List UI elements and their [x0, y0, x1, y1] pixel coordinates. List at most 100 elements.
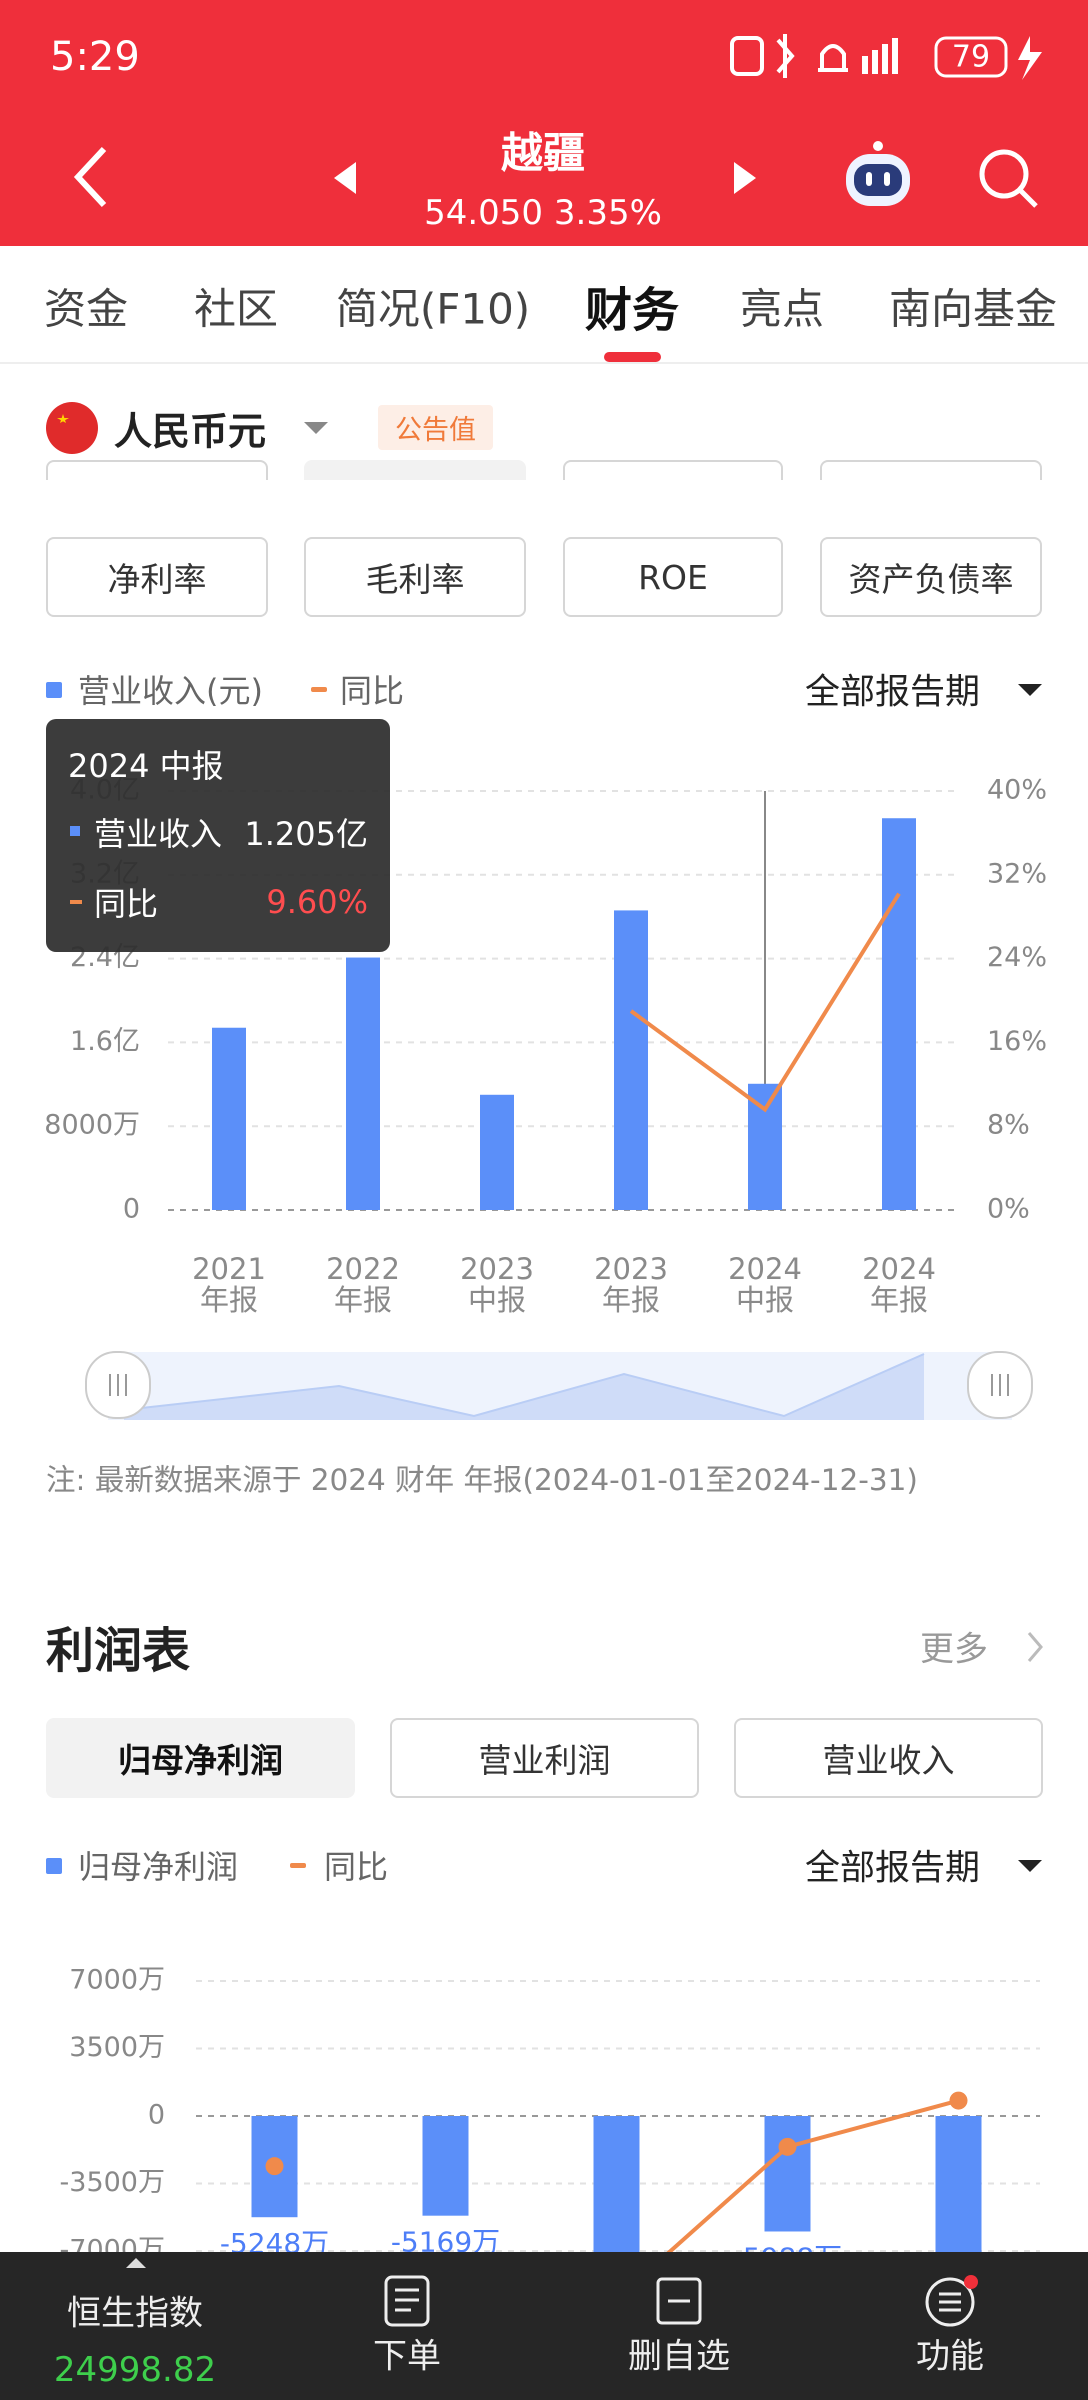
tab[interactable]: 南向基金	[888, 284, 1058, 334]
period-filter[interactable]: 全部报告期	[804, 672, 980, 713]
legend-swatch	[311, 687, 327, 692]
index-name[interactable]: 恒生指数	[67, 2293, 203, 2334]
x-tick-label: 2022 年报	[326, 1252, 400, 1317]
tab[interactable]: 简况(F10)	[335, 284, 531, 334]
y-tick-label: -3500万	[60, 2167, 165, 2198]
metric-button[interactable]: 毛利率	[304, 537, 526, 617]
period-caret[interactable]	[1016, 1858, 1044, 1874]
function-icon[interactable]	[924, 2274, 978, 2328]
tooltip-title: 2024 中报	[68, 747, 224, 785]
y2-tick-label: 32%	[987, 858, 1047, 889]
data-note: 注: 最新数据来源于 2024 财年 年报(2024-01-01至2024-12…	[46, 1463, 918, 1497]
period-filter[interactable]: 全部报告期	[804, 1848, 980, 1889]
order-icon[interactable]	[383, 2274, 431, 2328]
x-tick-label: 2024 年报	[862, 1252, 936, 1317]
legend-label[interactable]: 营业收入(元)	[78, 672, 263, 710]
profit-tab[interactable]: 归母净利润	[46, 1718, 355, 1798]
bar	[935, 2116, 982, 2267]
status-time: 5:29	[50, 34, 140, 80]
legend-label[interactable]: 同比	[324, 1848, 389, 1886]
tab[interactable]: 资金	[43, 284, 129, 334]
y-tick-label: 3500万	[69, 2032, 165, 2063]
tab[interactable]: 财务	[585, 283, 679, 339]
more-chevron[interactable]	[1026, 1630, 1044, 1664]
tooltip-value: 9.60%	[266, 883, 368, 921]
tab[interactable]: 亮点	[739, 284, 825, 334]
line-point	[778, 2137, 797, 2156]
tab-indicator	[604, 352, 661, 362]
cn-flag	[46, 402, 98, 454]
currency-label[interactable]: 人民币元	[114, 409, 267, 454]
line-point	[265, 2157, 284, 2176]
x-tick-label: 2023 年报	[594, 1252, 668, 1317]
header-bg	[0, 0, 1088, 246]
tooltip-swatch	[70, 826, 80, 836]
nav-label[interactable]: 下单	[373, 2336, 441, 2377]
line	[629, 892, 901, 1113]
profit-tab[interactable]: 营业利润	[390, 1718, 699, 1798]
stock-name: 越疆	[500, 128, 586, 178]
bar	[614, 910, 648, 1210]
index-value: 24998.82	[53, 2350, 217, 2390]
nav-label[interactable]: 功能	[916, 2336, 984, 2377]
y-tick-label: 1.6亿	[70, 1026, 140, 1057]
x-tick-label: 2023 中报	[460, 1252, 534, 1317]
remove-watch-icon[interactable]	[655, 2276, 703, 2326]
stock-quote: 54.050 3.35%	[424, 193, 662, 233]
range-slider[interactable]	[84, 1350, 1036, 1422]
nav-label[interactable]: 删自选	[628, 2336, 730, 2377]
robot-icon[interactable]	[840, 140, 916, 212]
legend-swatch	[46, 682, 62, 698]
currency-caret[interactable]	[302, 420, 330, 436]
y-tick-label: 0	[148, 2100, 165, 2131]
tab[interactable]: 社区	[193, 284, 279, 334]
bar	[422, 2116, 469, 2216]
x-tick-label: 2021 年报	[192, 1252, 266, 1317]
battery-level: 79	[951, 39, 991, 75]
bottom-nav: 恒生指数 24998.82 下单 删自选 功能	[0, 2252, 1088, 2400]
bar	[764, 2116, 811, 2232]
tooltip: 2024 中报 营业收入 1.205亿 同比 9.60%	[46, 719, 390, 952]
x-tick-label: 2024 中报	[728, 1252, 802, 1317]
section-title: 利润表	[46, 1623, 191, 1679]
tooltip-swatch	[70, 900, 82, 904]
divider	[0, 362, 1088, 364]
bar	[212, 1027, 246, 1210]
announce-badge: 公告值	[378, 405, 493, 450]
bar	[882, 818, 916, 1210]
search-icon[interactable]	[976, 146, 1040, 210]
y2-tick-label: 8%	[987, 1110, 1030, 1141]
y2-tick-label: 0%	[987, 1194, 1030, 1225]
y2-tick-label: 40%	[987, 775, 1047, 806]
y2-tick-label: 24%	[987, 942, 1047, 973]
y-tick-label: 8000万	[44, 1110, 140, 1141]
line-point	[949, 2091, 968, 2110]
legend-label[interactable]: 归母净利润	[78, 1848, 239, 1886]
more-link[interactable]: 更多	[920, 1629, 988, 1670]
bar	[480, 1094, 514, 1210]
y-tick-label: 7000万	[69, 1965, 165, 1996]
scroll-mask	[0, 480, 1088, 514]
back-button[interactable]	[70, 145, 110, 209]
tooltip-label: 同比	[94, 885, 159, 923]
metric-button[interactable]: 资产负债率	[820, 537, 1042, 617]
tooltip-value: 1.205亿	[244, 815, 368, 853]
y-tick-label: 0	[123, 1194, 140, 1225]
bar	[748, 1083, 782, 1210]
legend-swatch	[46, 1858, 62, 1874]
legend-swatch	[290, 1863, 306, 1868]
expand-icon[interactable]	[124, 2256, 148, 2270]
next-stock[interactable]	[730, 160, 760, 196]
y2-tick-label: 16%	[987, 1026, 1047, 1057]
metric-button[interactable]: ROE	[563, 537, 783, 617]
tooltip-label: 营业收入	[94, 815, 223, 853]
status-icons	[730, 34, 1042, 80]
legend-label[interactable]: 同比	[340, 672, 405, 710]
metric-button[interactable]: 净利率	[46, 537, 268, 617]
profit-tab[interactable]: 营业收入	[734, 1718, 1043, 1798]
period-caret[interactable]	[1016, 682, 1044, 698]
prev-stock[interactable]	[330, 160, 360, 196]
bar	[346, 957, 380, 1210]
